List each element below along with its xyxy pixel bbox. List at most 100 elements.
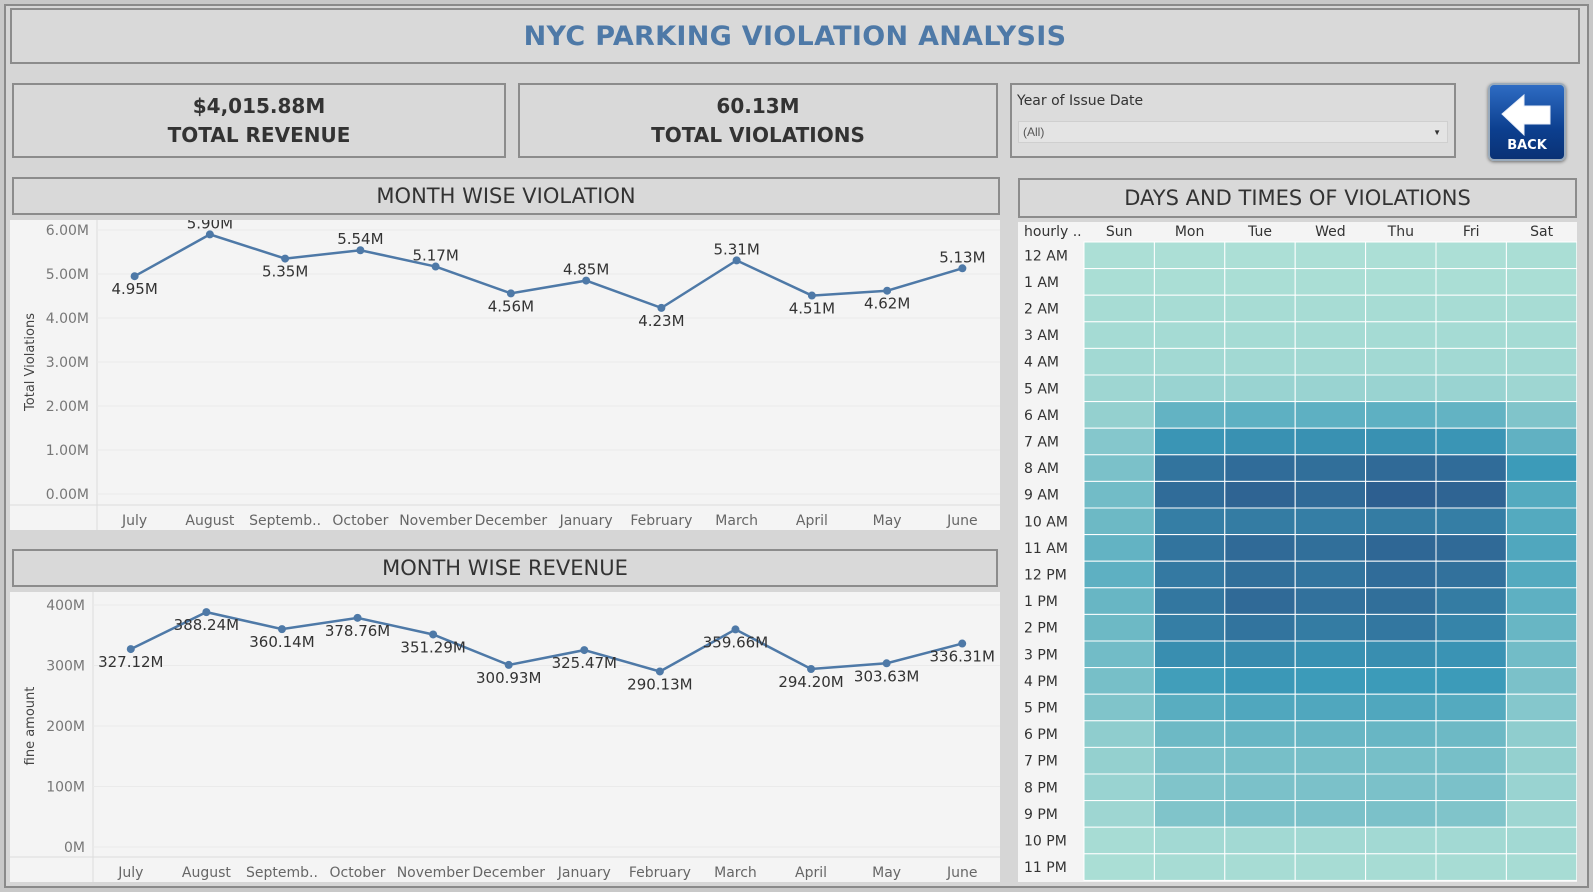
data-point bbox=[126, 645, 135, 654]
heatmap-cell bbox=[1435, 693, 1507, 722]
data-label: 5.31M bbox=[713, 240, 759, 258]
x-tick-label: November bbox=[399, 513, 472, 529]
heatmap-cell bbox=[1083, 268, 1155, 296]
heatmap-cell bbox=[1435, 746, 1507, 775]
data-label: 5.17M bbox=[412, 247, 458, 265]
heatmap-cell bbox=[1153, 534, 1226, 562]
data-label: 5.35M bbox=[262, 263, 308, 281]
heatmap-row-label: 4 AM bbox=[1024, 355, 1059, 371]
year-select[interactable]: (All) ▼ bbox=[1018, 121, 1448, 143]
heatmap-cell bbox=[1294, 746, 1367, 775]
heatmap-row-label: 5 AM bbox=[1024, 381, 1059, 397]
heatmap-row-label: 7 PM bbox=[1024, 754, 1058, 770]
heatmap-cell bbox=[1294, 321, 1367, 349]
heatmap-cell bbox=[1365, 268, 1437, 296]
heatmap-cell bbox=[1505, 773, 1578, 802]
data-label: 360.14M bbox=[249, 633, 314, 651]
heatmap-cell bbox=[1365, 401, 1437, 429]
heatmap-cell bbox=[1505, 268, 1578, 296]
heatmap-cell bbox=[1435, 613, 1507, 642]
x-tick-label: July bbox=[121, 513, 147, 529]
revenue-line-chart: 0M 100M 200M 300M 400M fine amount 327.12M July… bbox=[10, 592, 1000, 883]
heatmap-cell bbox=[1083, 720, 1155, 748]
heatmap-cell bbox=[1365, 480, 1437, 509]
heatmap-cell bbox=[1224, 587, 1296, 615]
data-label: 294.20M bbox=[778, 673, 843, 691]
heatmap-cell bbox=[1083, 374, 1155, 403]
heatmap-cell bbox=[1505, 480, 1578, 509]
data-point bbox=[429, 630, 438, 639]
x-tick-label: June bbox=[946, 513, 978, 529]
heatmap-cell bbox=[1435, 587, 1507, 615]
data-point bbox=[504, 660, 513, 669]
data-point bbox=[732, 256, 741, 265]
y-tick-label: 4.00M bbox=[46, 311, 89, 327]
x-tick-label: December bbox=[472, 865, 545, 881]
heatmap-cell bbox=[1505, 693, 1578, 722]
heatmap-cell bbox=[1505, 587, 1578, 615]
heatmap-cell bbox=[1153, 507, 1226, 536]
heatmap-column-label: Wed bbox=[1315, 224, 1346, 240]
heatmap-cell bbox=[1224, 374, 1296, 403]
heatmap-cell bbox=[1153, 347, 1226, 376]
data-point bbox=[958, 264, 967, 273]
heatmap-cell bbox=[1083, 454, 1155, 482]
back-button[interactable]: BACK bbox=[1488, 83, 1566, 161]
heatmap-cell bbox=[1435, 268, 1507, 296]
heatmap-cell bbox=[1153, 800, 1226, 828]
heatmap-cell bbox=[1224, 773, 1296, 802]
heatmap-row-label: 11 AM bbox=[1024, 541, 1068, 557]
y-axis-title: Total Violations bbox=[23, 313, 38, 412]
heatmap-row-label: 12 PM bbox=[1024, 568, 1067, 584]
heatmap-row-label: 8 PM bbox=[1024, 780, 1058, 796]
violation-line-chart: 0.00M 1.00M 2.00M 3.00M 4.00M 5.00M 6.00M Total… bbox=[10, 214, 1000, 531]
heatmap-cell bbox=[1224, 560, 1296, 589]
heatmap-cell bbox=[1153, 826, 1226, 855]
dropdown-arrow-icon[interactable]: ▼ bbox=[1433, 128, 1441, 137]
heatmap-cell bbox=[1224, 401, 1296, 429]
heatmap-cell bbox=[1294, 773, 1367, 802]
back-button-label: BACK bbox=[1507, 138, 1547, 153]
heatmap-column-label: Thu bbox=[1387, 224, 1414, 240]
heatmap-column-label: Sun bbox=[1106, 224, 1133, 240]
heatmap-row-label: 3 AM bbox=[1024, 328, 1059, 344]
heatmap-cell bbox=[1435, 720, 1507, 748]
heatmap-cell bbox=[1294, 826, 1367, 855]
kpi-revenue-label: TOTAL REVENUE bbox=[167, 122, 351, 147]
heatmap-cell bbox=[1505, 640, 1578, 669]
section-header-days-times: DAYS AND TIMES OF VIOLATIONS bbox=[1018, 178, 1577, 218]
kpi-revenue-value: $4,015.88M bbox=[192, 93, 326, 118]
data-point bbox=[807, 291, 816, 300]
heatmap-row-label: 12 AM bbox=[1024, 248, 1068, 264]
kpi-violations-value: 60.13M bbox=[716, 93, 800, 118]
y-tick-label: 3.00M bbox=[46, 355, 89, 371]
heatmap-cell bbox=[1505, 613, 1578, 642]
x-tick-label: November bbox=[397, 865, 470, 881]
data-label: 303.63M bbox=[854, 667, 919, 685]
heatmap-cell bbox=[1505, 427, 1578, 456]
x-tick-label: May bbox=[873, 513, 902, 529]
heatmap-cell bbox=[1294, 800, 1367, 828]
heatmap-cell bbox=[1224, 507, 1296, 536]
x-tick-label: March bbox=[715, 513, 758, 529]
data-label: 5.13M bbox=[939, 248, 985, 266]
heatmap-cell bbox=[1435, 560, 1507, 589]
heatmap-cell bbox=[1083, 640, 1155, 669]
heatmap-cell bbox=[1294, 587, 1367, 615]
x-tick-label: June bbox=[946, 865, 978, 881]
x-tick-label: February bbox=[629, 865, 691, 881]
x-tick-label: January bbox=[557, 865, 611, 881]
heatmap-cell bbox=[1365, 507, 1437, 536]
x-tick-label: May bbox=[872, 865, 901, 881]
heatmap-cell bbox=[1083, 773, 1155, 802]
heatmap-cell bbox=[1153, 613, 1226, 642]
heatmap-cell bbox=[1435, 773, 1507, 802]
y-tick-label: 6.00M bbox=[46, 223, 89, 239]
data-label: 336.31M bbox=[929, 648, 994, 666]
heatmap-row-label: 6 AM bbox=[1024, 408, 1059, 424]
heatmap-row-label: 10 AM bbox=[1024, 514, 1068, 530]
heatmap-cell bbox=[1294, 294, 1367, 323]
heatmap-cell bbox=[1224, 720, 1296, 748]
data-point bbox=[958, 639, 967, 648]
heatmap-cell bbox=[1153, 241, 1226, 270]
